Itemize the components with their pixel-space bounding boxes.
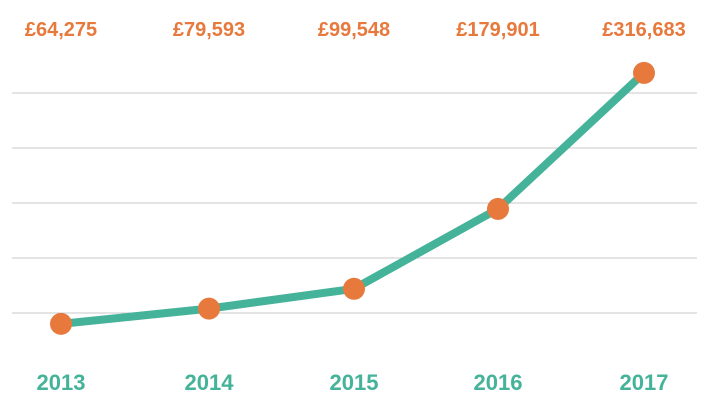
data-point-2015 xyxy=(343,277,365,300)
data-label-2015: £99,548 xyxy=(318,19,390,41)
x-tick-label-2014: 2014 xyxy=(185,370,235,395)
series-revenue xyxy=(50,61,655,335)
data-point-2014 xyxy=(198,297,220,320)
data-label-2013: £64,275 xyxy=(25,19,97,41)
grid-lines xyxy=(12,92,697,314)
x-tick-label-2015: 2015 xyxy=(330,370,379,395)
data-point-2017 xyxy=(633,61,655,84)
x-tick-label-2016: 2016 xyxy=(474,370,523,395)
data-label-2017: £316,683 xyxy=(602,19,685,41)
data-label-2014: £79,593 xyxy=(173,19,245,41)
data-point-2013 xyxy=(50,312,72,335)
x-tick-label-2017: 2017 xyxy=(620,370,669,395)
data-labels: £64,275 £79,593 £99,548 £179,901 £316,683 xyxy=(25,19,686,41)
data-point-2016 xyxy=(487,197,509,220)
x-tick-label-2013: 2013 xyxy=(37,370,86,395)
data-label-2016: £179,901 xyxy=(456,19,539,41)
x-axis-labels: 2013 2014 2015 2016 2017 xyxy=(37,370,669,395)
